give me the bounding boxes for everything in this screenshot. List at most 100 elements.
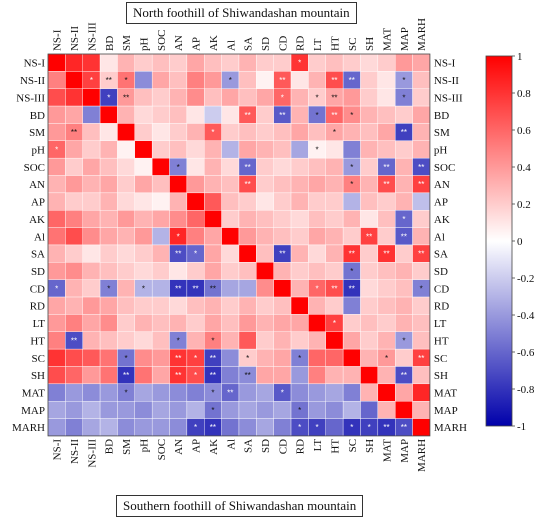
heatmap-cell [412,331,431,350]
significance-mark: ** [210,354,216,363]
left-tick-label: AN [29,179,45,191]
heatmap-cell [360,279,379,298]
heatmap-cell [395,244,413,263]
right-tick-label: NS-III [434,92,463,104]
right-tick-label: SD [434,266,448,278]
heatmap-cell [256,192,274,211]
significance-mark: * [333,319,336,328]
heatmap-cell [377,227,396,246]
heatmap-cell [395,175,413,194]
heatmap-cell [290,210,309,228]
heatmap-cell [290,123,309,142]
heatmap-cell [134,331,153,350]
significance-mark: ** [175,250,181,259]
significance-mark: * [194,354,197,363]
heatmap-cell [325,210,344,228]
heatmap-cell [325,383,344,402]
heatmap-cell [47,418,66,437]
heatmap-cell [360,366,379,385]
heatmap-cell [238,71,257,89]
heatmap-cell [377,140,396,159]
bottom-tick-label: NS-I [52,439,64,461]
heatmap-cell [134,53,153,72]
colorbar-tick-label: -0.6 [517,347,535,359]
heatmap-cell [256,175,274,194]
heatmap-cell [221,192,240,211]
top-tick-label: AN [173,35,185,51]
heatmap-cell [117,418,136,437]
heatmap-cell [204,210,222,228]
significance-mark: ** [106,76,112,85]
significance-mark: ** [331,111,337,120]
heatmap-cell [395,157,413,176]
heatmap-cell [360,348,379,367]
heatmap-cell [221,314,240,332]
heatmap-cell [238,210,257,228]
heatmap-cell [238,244,257,263]
significance-mark: * [125,389,128,398]
heatmap-frame [47,53,431,437]
heatmap-cell [256,314,274,332]
top-tick-label: NS-II [69,26,81,51]
heatmap-cell [395,401,413,419]
significance-mark: ** [227,389,233,398]
heatmap-cell [238,123,257,142]
heatmap-cell [151,296,170,315]
right-tick-label: SM [434,127,450,139]
significance-mark: ** [418,250,424,259]
significance-mark: ** [331,76,337,85]
heatmap-cell [47,192,66,211]
heatmap-cell [238,314,257,332]
heatmap-cell [395,140,413,159]
heatmap-cell [186,175,205,194]
heatmap-cell [412,210,431,228]
heatmap-cell [82,348,101,367]
heatmap-cell [256,53,274,72]
significance-mark: * [107,284,110,293]
significance-mark: ** [279,76,285,85]
significance-mark: * [298,59,301,68]
heatmap-cell [134,105,153,124]
heatmap-cell [99,331,118,350]
bottom-tick-label: SOC [156,439,168,460]
significance-mark: * [350,267,353,276]
heatmap-cell [256,210,274,228]
significance-mark: * [350,423,353,432]
top-tick-label: NS-I [52,29,64,51]
heatmap-cell [325,53,344,72]
heatmap-cell [151,279,170,298]
heatmap-cell [256,418,274,437]
heatmap-cell [256,71,274,89]
significance-mark: * [211,128,214,137]
heatmap-cell [342,331,361,350]
right-tick-label: pH [434,144,448,156]
heatmap-cell [99,366,118,385]
heatmap-cell [151,383,170,402]
heatmap-cell [47,383,66,402]
heatmap-cell [256,348,274,367]
significance-mark: ** [349,76,355,85]
heatmap-cell [412,366,431,385]
top-tick-label: MARH [416,18,428,51]
left-tick-label: SD [31,266,45,278]
heatmap-cell [308,210,326,228]
heatmap-cell [342,53,361,72]
heatmap-cell [204,227,222,246]
bottom-tick-label: Al [225,439,237,450]
heatmap-cell [82,314,101,332]
heatmap-cell [412,314,431,332]
heatmap-cell [99,314,118,332]
heatmap-cell [395,348,413,367]
heatmap-cell [342,140,361,159]
heatmap-cell [377,366,396,385]
heatmap-cell [117,314,136,332]
heatmap-cell [273,348,292,367]
heatmap-cell [290,366,309,385]
heatmap-cell [117,123,136,142]
heatmap-cell [325,401,344,419]
significance-mark: * [229,76,232,85]
heatmap-cell [186,192,205,211]
heatmap-cell [221,262,240,280]
heatmap-cell [204,175,222,194]
heatmap-cell [117,53,136,72]
